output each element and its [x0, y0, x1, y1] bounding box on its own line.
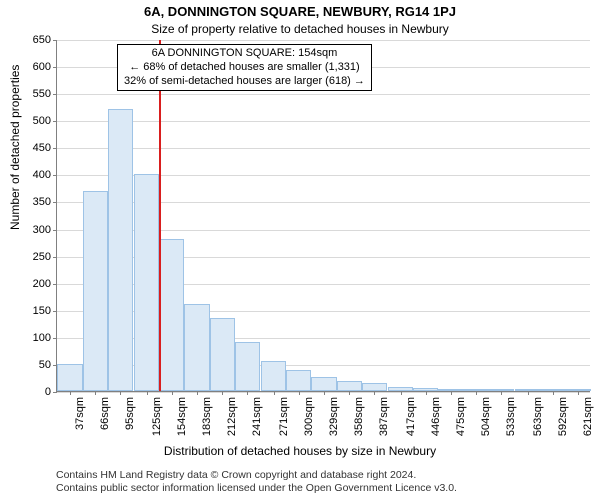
annotation-line-1: 6A DONNINGTON SQUARE: 154sqm	[124, 47, 365, 61]
y-tick-label: 400	[33, 169, 57, 181]
x-tick-mark	[147, 391, 148, 395]
x-tick-mark	[299, 391, 300, 395]
subject-annotation: 6A DONNINGTON SQUARE: 154sqm ← 68% of de…	[117, 44, 372, 91]
x-tick-label: 387sqm	[378, 397, 390, 436]
y-axis-label: Number of detached properties	[8, 65, 22, 230]
gridline	[57, 94, 590, 95]
y-tick-label: 300	[33, 224, 57, 236]
x-tick-mark	[120, 391, 121, 395]
x-tick-label: 154sqm	[176, 397, 188, 436]
y-tick-label: 650	[33, 34, 57, 46]
attribution-line-2: Contains public sector information licen…	[56, 482, 457, 496]
histogram-bar	[83, 191, 108, 391]
x-tick-mark	[95, 391, 96, 395]
x-tick-label: 37sqm	[74, 397, 86, 430]
x-tick-label: 504sqm	[480, 397, 492, 436]
x-tick-mark	[476, 391, 477, 395]
x-tick-mark	[578, 391, 579, 395]
y-tick-label: 450	[33, 142, 57, 154]
plot-area: 0501001502002503003504004505005506006503…	[56, 40, 590, 392]
histogram-bar	[159, 239, 184, 391]
x-tick-mark	[349, 391, 350, 395]
x-tick-mark	[70, 391, 71, 395]
y-tick-label: 250	[33, 251, 57, 263]
x-tick-label: 125sqm	[151, 397, 163, 436]
y-tick-label: 500	[33, 115, 57, 127]
page-title: 6A, DONNINGTON SQUARE, NEWBURY, RG14 1PJ	[0, 4, 600, 19]
x-tick-label: 183sqm	[201, 397, 213, 436]
x-tick-label: 66sqm	[99, 397, 111, 430]
x-tick-label: 417sqm	[405, 397, 417, 436]
x-tick-mark	[426, 391, 427, 395]
histogram-bar	[362, 383, 387, 391]
x-tick-label: 95sqm	[124, 397, 136, 430]
subject-marker-line	[159, 40, 161, 391]
chart-container: 6A, DONNINGTON SQUARE, NEWBURY, RG14 1PJ…	[0, 0, 600, 500]
annotation-line-2: ← 68% of detached houses are smaller (1,…	[124, 61, 365, 75]
x-tick-label: 621sqm	[582, 397, 594, 436]
x-tick-mark	[274, 391, 275, 395]
x-tick-label: 271sqm	[278, 397, 290, 436]
histogram-bar	[210, 318, 235, 391]
x-tick-mark	[528, 391, 529, 395]
histogram-bar	[184, 304, 209, 391]
x-tick-mark	[324, 391, 325, 395]
x-tick-label: 212sqm	[226, 397, 238, 436]
histogram-bar	[235, 342, 260, 391]
gridline	[57, 40, 590, 41]
x-tick-mark	[247, 391, 248, 395]
x-tick-label: 241sqm	[251, 397, 263, 436]
x-tick-mark	[501, 391, 502, 395]
x-tick-label: 533sqm	[505, 397, 517, 436]
x-tick-mark	[553, 391, 554, 395]
x-tick-label: 446sqm	[430, 397, 442, 436]
x-tick-label: 329sqm	[328, 397, 340, 436]
gridline	[57, 148, 590, 149]
histogram-bar	[286, 370, 311, 391]
x-tick-mark	[374, 391, 375, 395]
y-tick-label: 100	[33, 332, 57, 344]
attribution-line-1: Contains HM Land Registry data © Crown c…	[56, 469, 457, 483]
x-tick-label: 358sqm	[353, 397, 365, 436]
x-tick-label: 475sqm	[455, 397, 467, 436]
y-tick-label: 200	[33, 278, 57, 290]
x-tick-mark	[222, 391, 223, 395]
chart-subtitle: Size of property relative to detached ho…	[0, 22, 600, 36]
y-tick-label: 600	[33, 61, 57, 73]
y-tick-label: 0	[45, 386, 57, 398]
x-tick-label: 563sqm	[532, 397, 544, 436]
histogram-bar	[261, 361, 286, 391]
y-tick-label: 50	[39, 359, 57, 371]
y-tick-label: 350	[33, 196, 57, 208]
x-tick-label: 300sqm	[303, 397, 315, 436]
y-tick-label: 550	[33, 88, 57, 100]
gridline	[57, 121, 590, 122]
histogram-bar	[337, 381, 362, 391]
histogram-bar	[134, 174, 159, 391]
histogram-bar	[108, 109, 133, 391]
x-axis-label: Distribution of detached houses by size …	[0, 444, 600, 458]
histogram-bar	[311, 377, 336, 391]
y-tick-label: 150	[33, 305, 57, 317]
annotation-line-3: 32% of semi-detached houses are larger (…	[124, 75, 365, 89]
x-tick-mark	[197, 391, 198, 395]
x-tick-mark	[172, 391, 173, 395]
histogram-bar	[57, 364, 82, 391]
x-tick-mark	[401, 391, 402, 395]
x-tick-label: 592sqm	[557, 397, 569, 436]
attribution: Contains HM Land Registry data © Crown c…	[56, 469, 457, 496]
x-tick-mark	[451, 391, 452, 395]
